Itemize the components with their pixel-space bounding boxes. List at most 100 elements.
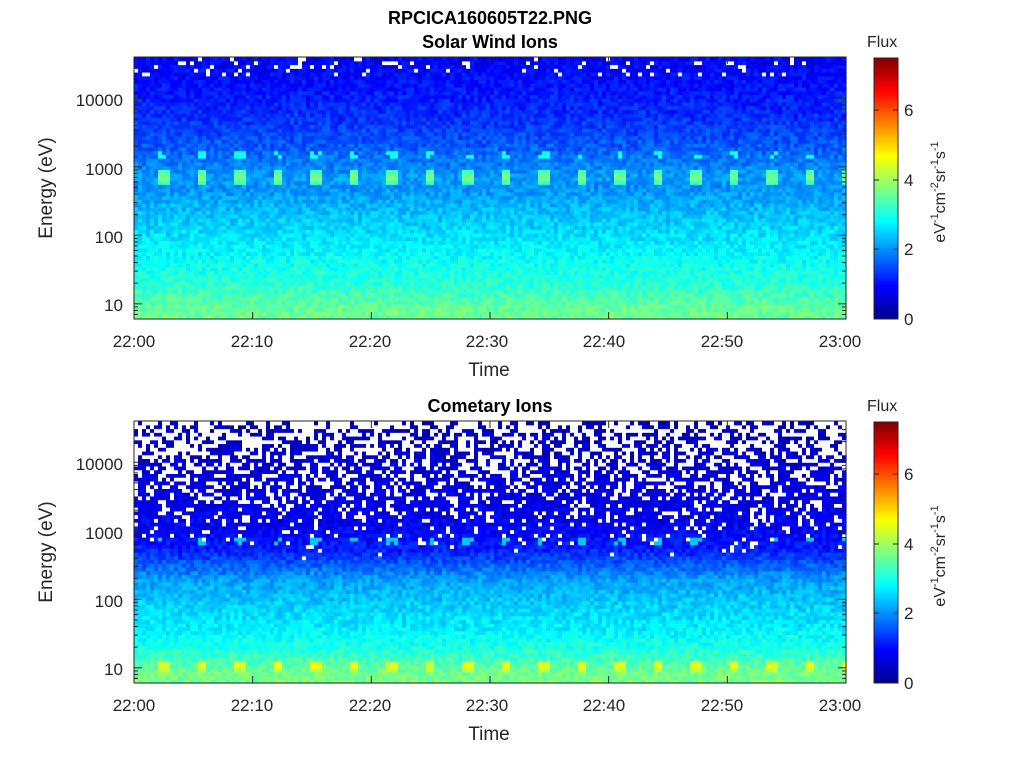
spectrogram-cell — [822, 251, 827, 256]
spectrogram-cell — [286, 247, 291, 253]
spectrogram-cell — [774, 270, 779, 275]
spectrogram-cell — [246, 232, 251, 238]
spectrogram-cell — [574, 315, 579, 320]
spectrogram-cell — [394, 270, 399, 275]
spectrogram-cell — [514, 244, 519, 249]
spectrogram-cell — [710, 255, 715, 260]
spectrogram-cell — [614, 225, 619, 230]
spectrogram-cell — [150, 247, 155, 253]
spectrogram-cell — [830, 262, 835, 268]
spectrogram-cell — [590, 266, 595, 271]
spectrogram-cell — [270, 251, 275, 256]
spectrogram-cell — [162, 281, 167, 286]
spectrogram-cell — [802, 300, 807, 305]
spectrogram-cell — [746, 296, 751, 301]
spectrogram-cell — [230, 315, 235, 320]
spectrogram-cell — [762, 262, 767, 268]
spectrogram-cell — [558, 225, 563, 230]
spectrogram-cell — [570, 296, 575, 301]
spectrogram-cell — [522, 247, 527, 253]
spectrogram-cell — [774, 229, 779, 234]
spectrogram-cell — [710, 259, 715, 264]
spectrogram-cell — [346, 221, 351, 227]
spectrogram-cell — [842, 274, 847, 279]
spectrogram-cell — [514, 236, 519, 241]
spectrogram-cell — [498, 255, 503, 260]
spectrogram-cell — [258, 247, 263, 253]
spectrogram-cell — [342, 217, 347, 223]
spectrogram-cell — [470, 236, 475, 241]
spectrogram-cell — [378, 285, 383, 290]
spectrogram-cell — [294, 262, 299, 268]
spectrogram-cell — [286, 214, 291, 219]
spectrogram-cell — [210, 300, 215, 305]
spectrogram-cell — [170, 262, 175, 268]
spectrogram-cell — [178, 289, 183, 294]
spectrogram-cell — [402, 225, 407, 230]
spectrogram-cell — [446, 285, 451, 290]
spectrogram-cell — [326, 214, 331, 219]
spectrogram-cell — [206, 255, 211, 260]
spectrogram-cell — [178, 247, 183, 253]
spectrogram-cell — [830, 274, 835, 279]
spectrogram-cell — [514, 307, 519, 313]
spectrogram-cell — [594, 281, 599, 286]
spectrogram-cell — [666, 307, 671, 313]
spectrogram-cell — [754, 315, 759, 320]
spectrogram-cell — [382, 307, 387, 313]
spectrogram-cell — [778, 255, 783, 260]
spectrogram-cell — [782, 259, 787, 264]
spectrogram-cell — [762, 217, 767, 223]
spectrogram-cell — [450, 259, 455, 264]
spectrogram-cell — [306, 221, 311, 227]
spectrogram-cell — [790, 274, 795, 279]
spectrogram-cell — [214, 225, 219, 230]
spectrogram-cell — [590, 236, 595, 241]
spectrogram-cell — [358, 311, 363, 316]
spectrogram-cell — [734, 232, 739, 238]
spectrogram-cell — [446, 277, 451, 283]
spectrogram-cell — [738, 236, 743, 241]
spectrogram-cell — [202, 292, 207, 298]
spectrogram-cell — [742, 214, 747, 219]
spectrogram-cell — [642, 255, 647, 260]
spectrogram-cell — [250, 244, 255, 249]
spectrogram-cell — [490, 240, 495, 245]
spectrogram-cell — [782, 244, 787, 249]
spectrogram-cell — [198, 262, 203, 268]
spectrogram-cell — [206, 292, 211, 298]
spectrogram-cell — [418, 277, 423, 283]
spectrogram-cell — [378, 236, 383, 241]
spectrogram-cell — [514, 289, 519, 294]
spectrogram-cell — [382, 311, 387, 316]
spectrogram-cell — [802, 251, 807, 256]
spectrogram-cell — [622, 244, 627, 249]
spectrogram-cell — [750, 304, 755, 309]
spectrogram-cell — [498, 289, 503, 294]
spectrogram-cell — [566, 266, 571, 271]
spectrogram-cell — [346, 217, 351, 223]
spectrogram-cell — [762, 270, 767, 275]
spectrogram-cell — [602, 266, 607, 271]
spectrogram-cell — [774, 281, 779, 286]
spectrogram-cell — [810, 251, 815, 256]
spectrogram-cell — [218, 277, 223, 283]
spectrogram-cell — [218, 251, 223, 256]
spectrogram-cell — [654, 262, 659, 268]
spectrogram-cell — [606, 244, 611, 249]
spectrogram-cell — [330, 236, 335, 241]
spectrogram-cell — [578, 296, 583, 301]
spectrogram-cell — [494, 251, 499, 256]
spectrogram-cell — [822, 266, 827, 271]
spectrogram-cell — [506, 232, 511, 238]
spectrogram-cell — [278, 255, 283, 260]
spectrogram-cell — [562, 247, 567, 253]
spectrogram-cell — [554, 281, 559, 286]
spectrogram-cell — [630, 304, 635, 309]
spectrogram-cell — [726, 255, 731, 260]
spectrogram-cell — [602, 296, 607, 301]
spectrogram-cell — [454, 259, 459, 264]
spectrogram-cell — [670, 255, 675, 260]
spectrogram-cell — [570, 259, 575, 264]
spectrogram-cell — [582, 259, 587, 264]
